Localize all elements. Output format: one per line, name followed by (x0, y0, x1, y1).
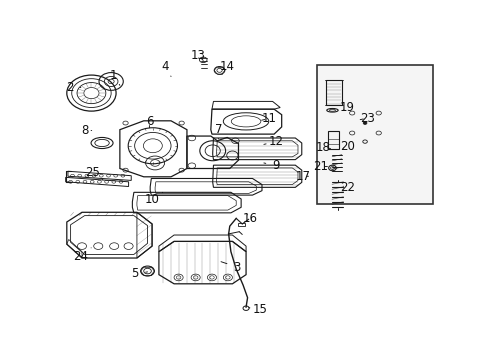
Text: 23: 23 (359, 112, 374, 125)
Text: 25: 25 (84, 166, 102, 180)
Text: 21: 21 (313, 160, 327, 173)
Text: 17: 17 (295, 170, 310, 183)
Text: 20: 20 (339, 140, 354, 153)
Text: 5: 5 (131, 267, 147, 280)
Text: 13: 13 (190, 49, 205, 62)
Text: 9: 9 (264, 159, 280, 172)
Circle shape (363, 122, 366, 125)
Text: 2: 2 (65, 81, 81, 94)
Text: 8: 8 (81, 124, 92, 137)
Text: 7: 7 (214, 123, 222, 139)
Text: 12: 12 (264, 135, 284, 148)
Text: 3: 3 (221, 261, 241, 274)
Bar (238, 223, 245, 226)
Bar (326, 80, 341, 105)
Bar (327, 131, 338, 149)
Bar (348, 111, 381, 135)
Text: 15: 15 (248, 303, 267, 316)
Text: 4: 4 (161, 60, 171, 76)
Text: 19: 19 (339, 101, 354, 114)
Text: 11: 11 (261, 112, 276, 125)
Text: 6: 6 (145, 115, 153, 128)
Text: 16: 16 (242, 212, 257, 225)
Text: 1: 1 (109, 68, 120, 85)
Text: 14: 14 (219, 60, 234, 73)
Text: 24: 24 (73, 248, 91, 262)
Text: 22: 22 (339, 181, 354, 194)
Text: 18: 18 (315, 141, 330, 154)
Text: 10: 10 (144, 192, 163, 206)
Bar (316, 66, 431, 204)
